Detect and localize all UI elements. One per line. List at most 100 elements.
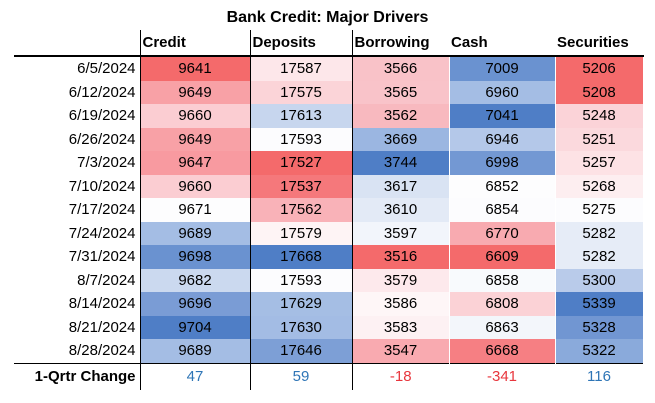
cell-cash: 6808 [449,292,556,316]
cell-securities: 5206 [555,56,644,81]
table-row: 6/5/2024 9641 17587 3566 7009 5206 [14,56,644,81]
change-borrowing: -18 [352,362,449,390]
cell-borrowing: 3597 [352,221,450,245]
table-row: 7/24/2024 9689 17579 3597 6770 5282 [14,221,644,245]
cell-credit: 9671 [140,198,251,222]
change-row: 1-Qrtr Change 47 59 -18 -341 116 [14,362,643,390]
cell-deposits: 17579 [250,221,353,245]
cell-deposits: 17587 [250,56,353,81]
cell-securities: 5268 [555,174,644,198]
cell-cash: 6770 [449,221,556,245]
cell-cash: 6668 [449,339,556,363]
cell-cash: 6852 [449,174,556,198]
change-credit: 47 [140,362,251,390]
cell-credit: 9649 [140,127,251,151]
table-row: 7/17/2024 9671 17562 3610 6854 5275 [14,198,644,222]
row-date: 7/3/2024 [14,151,141,175]
header-row: Credit Deposits Borrowing Cash Securitie… [14,30,643,57]
row-date: 8/7/2024 [14,268,141,292]
cell-cash: 6858 [449,268,556,292]
cell-borrowing: 3610 [352,198,450,222]
cell-cash: 6946 [449,127,556,151]
table-row: 7/31/2024 9698 17668 3516 6609 5282 [14,245,644,269]
table-row: 8/21/2024 9704 17630 3583 6863 5328 [14,315,644,339]
cell-deposits: 17613 [250,104,353,128]
cell-securities: 5208 [555,80,644,104]
cell-credit: 9647 [140,151,251,175]
cell-cash: 7041 [449,104,556,128]
cell-securities: 5282 [555,221,644,245]
cell-borrowing: 3579 [352,268,450,292]
cell-credit: 9660 [140,104,251,128]
cell-credit: 9704 [140,315,251,339]
cell-borrowing: 3566 [352,56,450,81]
cell-securities: 5300 [555,268,644,292]
cell-deposits: 17575 [250,80,353,104]
cell-securities: 5251 [555,127,644,151]
row-date: 8/28/2024 [14,339,141,363]
table-row: 8/28/2024 9689 17646 3547 6668 5322 [14,339,644,363]
table-row: 6/26/2024 9649 17593 3669 6946 5251 [14,127,644,151]
row-date: 6/19/2024 [14,104,141,128]
column-header-deposits: Deposits [250,30,353,57]
cell-credit: 9649 [140,80,251,104]
cell-deposits: 17593 [250,268,353,292]
row-date: 8/14/2024 [14,292,141,316]
row-date: 7/24/2024 [14,221,141,245]
cell-deposits: 17537 [250,174,353,198]
table-row: 6/12/2024 9649 17575 3565 6960 5208 [14,80,644,104]
cell-deposits: 17562 [250,198,353,222]
cell-borrowing: 3586 [352,292,450,316]
cell-credit: 9660 [140,174,251,198]
table-row: 8/7/2024 9682 17593 3579 6858 5300 [14,268,644,292]
table-row: 6/19/2024 9660 17613 3562 7041 5248 [14,104,644,128]
cell-securities: 5322 [555,339,644,363]
column-header-credit: Credit [140,30,251,57]
row-date: 6/26/2024 [14,127,141,151]
row-date: 7/17/2024 [14,198,141,222]
cell-borrowing: 3547 [352,339,450,363]
column-header-borrowing: Borrowing [352,30,449,57]
cell-credit: 9696 [140,292,251,316]
cell-borrowing: 3583 [352,315,450,339]
cell-deposits: 17527 [250,151,353,175]
page-title: Bank Credit: Major Drivers [226,9,429,26]
cell-cash: 6960 [449,80,556,104]
cell-deposits: 17646 [250,339,353,363]
change-cash: -341 [449,362,555,390]
cell-deposits: 17668 [250,245,353,269]
cell-borrowing: 3617 [352,174,450,198]
cell-credit: 9682 [140,268,251,292]
cell-cash: 7009 [449,56,556,81]
column-header-cash: Cash [449,30,555,57]
cell-cash: 6609 [449,245,556,269]
cell-credit: 9689 [140,221,251,245]
cell-deposits: 17630 [250,315,353,339]
table-row: 7/3/2024 9647 17527 3744 6998 5257 [14,151,644,175]
cell-borrowing: 3565 [352,80,450,104]
row-date: 6/5/2024 [14,56,141,81]
cell-cash: 6854 [449,198,556,222]
cell-securities: 5328 [555,315,644,339]
cell-borrowing: 3516 [352,245,450,269]
cell-borrowing: 3562 [352,104,450,128]
cell-securities: 5257 [555,151,644,175]
change-label: 1-Qrtr Change [14,362,141,390]
row-date: 8/21/2024 [14,315,141,339]
cell-securities: 5248 [555,104,644,128]
change-securities: 116 [555,362,643,390]
column-header-securities: Securities [555,30,643,57]
cell-securities: 5275 [555,198,644,222]
header-blank [14,30,141,57]
cell-borrowing: 3744 [352,151,450,175]
cell-securities: 5282 [555,245,644,269]
cell-cash: 6863 [449,315,556,339]
cell-deposits: 17629 [250,292,353,316]
table-row: 7/10/2024 9660 17537 3617 6852 5268 [14,174,644,198]
cell-borrowing: 3669 [352,127,450,151]
cell-cash: 6998 [449,151,556,175]
drivers-table: Credit Deposits Borrowing Cash Securitie… [14,30,644,390]
row-date: 7/10/2024 [14,174,141,198]
cell-credit: 9689 [140,339,251,363]
row-date: 7/31/2024 [14,245,141,269]
